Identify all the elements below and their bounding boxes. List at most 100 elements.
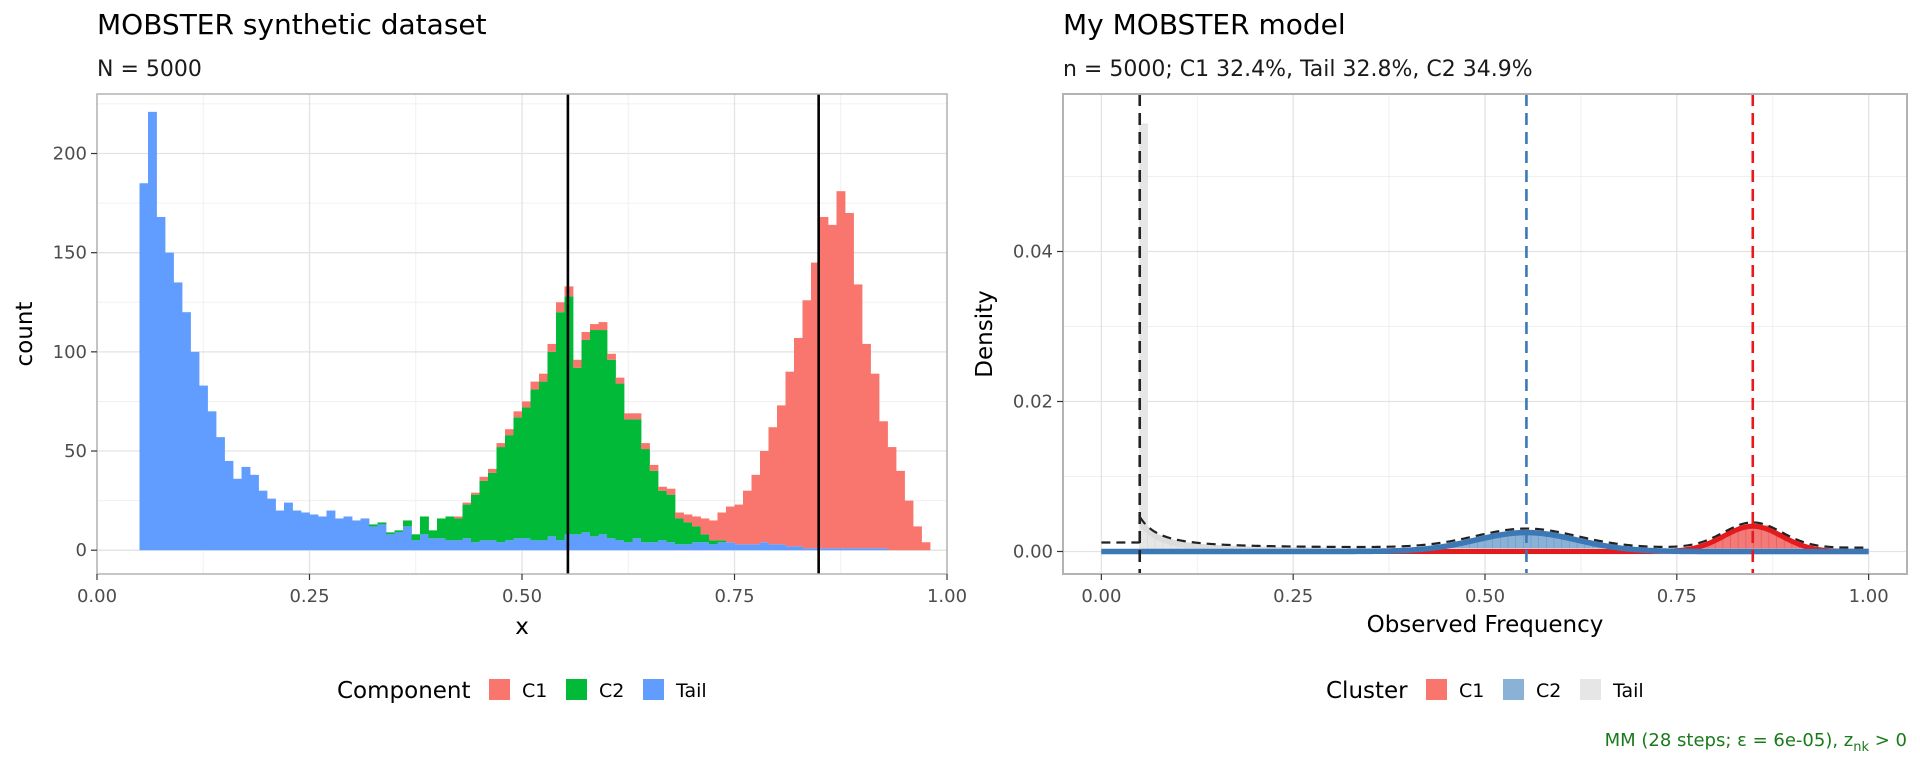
bar-c1 [777,405,786,545]
left-y-tick-label: 100 [53,342,87,363]
bar-c2 [394,530,404,533]
right-x-tick-label: 0.00 [1081,586,1121,607]
right-y-tick-label: 0.00 [1013,542,1053,563]
left-x-tick-label: 0.25 [289,586,329,607]
bar-tail [471,542,480,551]
bar-c1 [641,443,650,450]
bar-c1 [845,213,854,549]
bar-tail [343,516,353,551]
bar-c1 [896,470,905,551]
bar-c2 [717,540,727,543]
right-y-tick-label: 0.02 [1013,392,1053,413]
bar-tail [352,520,361,551]
bar-tail [292,510,302,551]
legend-swatch-cluster-c2 [1503,679,1524,700]
bar-tail [828,548,837,551]
bar-c1 [879,421,888,549]
bar-tail [216,437,225,551]
left-vlines [566,94,820,574]
fit-caption-main: MM (28 steps; ε = 6e-05), z [1605,730,1854,751]
bar-c1 [454,516,463,519]
bar-c2 [683,522,693,545]
bar-c2 [547,351,557,537]
bar-c2 [700,534,710,543]
bar-tail [250,474,259,551]
bar-c1 [607,353,616,360]
bar-c2 [649,470,659,543]
bar-tail [615,540,625,551]
bar-c1 [717,512,727,541]
bar-tail [717,542,727,551]
bar-c1 [590,324,599,331]
bar-tail [156,216,166,551]
left-chart-subtitle: N = 5000 [97,57,202,82]
bar-c2 [386,532,395,535]
bar-tail [190,351,200,551]
left-x-tick-label: 0.75 [714,586,754,607]
bar-tail [411,540,421,551]
bar-c1 [496,443,506,448]
bar-c2 [607,359,616,539]
bar-tail [811,548,820,551]
bar-tail [581,532,591,551]
bar-c1 [794,337,803,547]
bar-tail [845,548,854,551]
bar-tail [479,540,489,551]
right-y-tick-label: 0.04 [1013,242,1053,263]
bar-c1 [751,474,761,545]
bar-c2 [445,516,455,541]
bar-tail [794,546,803,551]
bar-c2 [624,419,633,543]
left-chart-title: MOBSTER synthetic dataset [97,8,487,41]
bar-c1 [683,514,693,523]
bar-tail [182,312,191,551]
right-x-tick-label: 0.75 [1657,586,1697,607]
bar-tail [836,548,846,551]
bar-tail [258,490,268,551]
bar-tail [700,542,710,551]
bar-c1 [632,413,642,420]
bar-c2 [590,330,599,537]
bar-tail [403,526,412,551]
hist-bar-tail [1139,123,1148,552]
bar-tail [233,478,242,551]
bar-tail [207,411,217,551]
bar-c2 [539,381,548,541]
right-legend: Cluster C1 C2 Tail [1326,678,1644,704]
left-x-tick-label: 0.50 [502,586,542,607]
bar-tail [649,542,659,551]
bar-tail [488,540,497,551]
right-vlines [1138,94,1755,574]
bar-c1 [573,359,582,368]
bar-c2 [658,490,667,541]
bar-c2 [377,522,387,525]
left-y-axis-label: count [12,302,38,367]
bar-c1 [556,302,565,313]
mixture-density-curve [1138,516,1869,549]
bar-tail [760,542,769,551]
left-x-tick-label: 0.00 [77,586,117,607]
bar-c2 [437,518,446,539]
bar-tail [590,536,599,551]
bar-tail [445,540,455,551]
bar-c1 [726,506,735,543]
bar-tail [802,548,812,551]
legend-label-cluster-c1: C1 [1459,680,1484,702]
bar-tail [862,548,871,551]
bar-c1 [615,377,625,384]
legend-label-c2: C2 [599,680,624,702]
bar-c2 [454,518,463,541]
fit-caption: MM (28 steps; ε = 6e-05), znk > 0 [1605,730,1907,755]
bar-tail [386,534,395,551]
bar-tail [326,510,336,551]
bar-c2 [632,419,642,539]
bar-c2 [615,383,625,541]
left-x-tick-label: 1.00 [927,586,967,607]
bar-tail [675,544,684,551]
bar-tail [743,544,752,551]
bar-tail [658,540,667,551]
bar-c1 [522,401,531,408]
right-y-ticks: 0.00 0.02 0.04 [1013,242,1063,563]
bar-tail [726,542,735,551]
